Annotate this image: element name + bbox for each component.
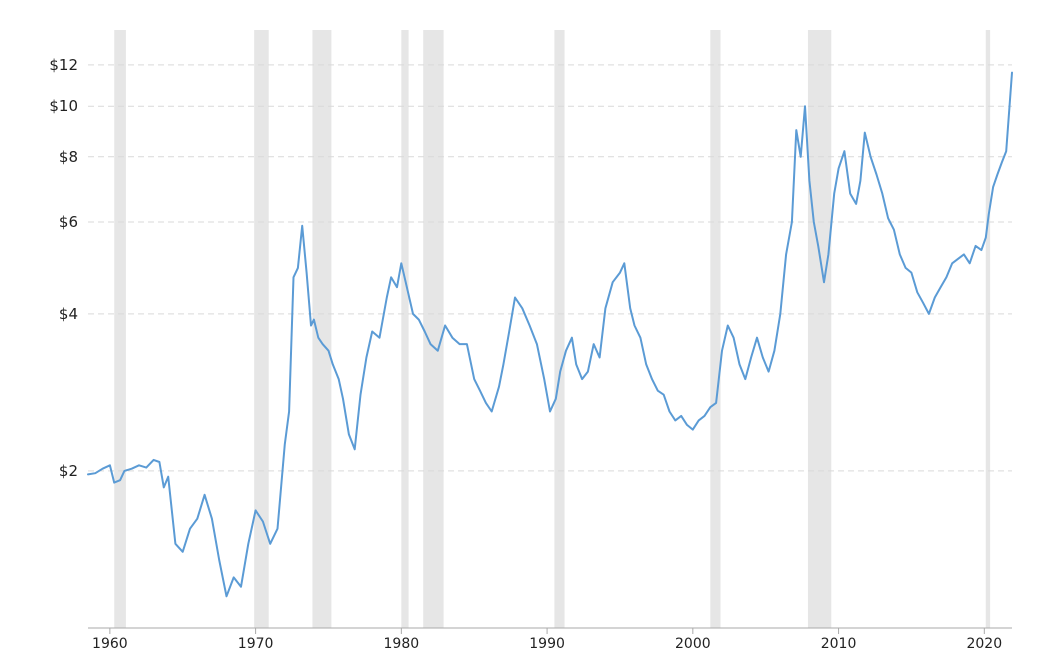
y-tick-label: $12 xyxy=(49,56,78,74)
y-tick-label: $10 xyxy=(49,97,78,115)
series-layer xyxy=(87,71,1013,598)
recession-band xyxy=(401,30,409,628)
y-axis: $2 $4 $6 $8 $10 $12 xyxy=(49,56,78,480)
recession-band xyxy=(807,30,832,628)
x-tick-label: 1980 xyxy=(384,636,420,652)
recession-band xyxy=(114,30,126,628)
y-tick-label: $6 xyxy=(59,213,78,231)
recession-band-layer xyxy=(114,30,991,628)
recession-band xyxy=(312,30,332,628)
gridline-layer xyxy=(88,64,1012,472)
y-tick-label: $4 xyxy=(59,305,78,323)
series-line xyxy=(87,71,1013,598)
y-tick-label: $8 xyxy=(59,148,78,166)
recession-band xyxy=(254,30,269,628)
x-axis xyxy=(88,627,1012,634)
recession-band xyxy=(554,30,565,628)
x-tick-label: 2010 xyxy=(821,636,857,652)
recession-band xyxy=(423,30,444,628)
recession-band xyxy=(710,30,721,628)
x-tick-label: 1960 xyxy=(92,636,128,652)
x-tick-label: 2000 xyxy=(675,636,711,652)
recession-band xyxy=(985,30,991,628)
x-axis-labels: 1960 1970 1980 1990 2000 2010 2020 xyxy=(92,636,1002,652)
x-tick-label: 2020 xyxy=(966,636,1002,652)
x-tick-label: 1970 xyxy=(238,636,274,652)
y-tick-label: $2 xyxy=(59,462,78,480)
x-tick-label: 1990 xyxy=(529,636,565,652)
